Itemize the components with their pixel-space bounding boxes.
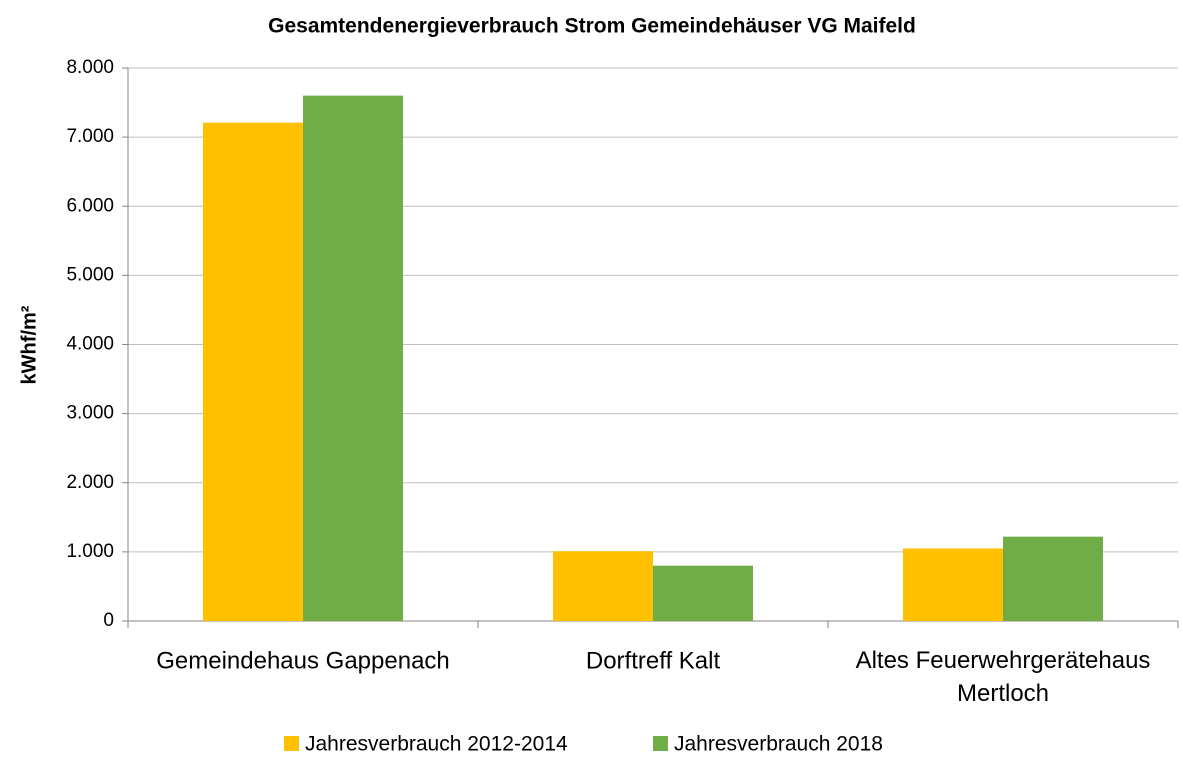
- bar: [203, 122, 303, 621]
- bar: [1003, 536, 1103, 621]
- y-tick-label: 3.000: [66, 403, 114, 424]
- bar: [553, 551, 653, 621]
- y-tick-label: 6.000: [66, 195, 114, 216]
- legend-label: Jahresverbrauch 2018: [674, 733, 883, 756]
- y-tick-label: 5.000: [66, 264, 114, 285]
- y-tick-label: 0: [103, 610, 114, 631]
- chart-title: Gesamtendenergieverbrauch Strom Gemeinde…: [268, 15, 916, 38]
- y-tick-label: 4.000: [66, 334, 114, 355]
- x-tick-label: Gemeindehaus Gappenach: [156, 647, 450, 674]
- y-axis-label: kWhf/m²: [18, 305, 40, 384]
- legend-label: Jahresverbrauch 2012-2014: [305, 733, 568, 756]
- bar: [303, 95, 403, 621]
- y-tick-label: 1.000: [66, 541, 114, 562]
- legend-swatch: [653, 736, 668, 751]
- x-tick-label: Altes Feuerwehrgerätehaus Mertloch: [856, 647, 1151, 707]
- legend-swatch: [284, 736, 299, 751]
- x-tick-label: Dorftreff Kalt: [586, 647, 721, 674]
- y-tick-label: 8.000: [66, 57, 114, 78]
- bar: [653, 565, 753, 621]
- y-tick-label: 7.000: [66, 126, 114, 147]
- y-tick-label: 2.000: [66, 472, 114, 493]
- bar: [903, 548, 1003, 621]
